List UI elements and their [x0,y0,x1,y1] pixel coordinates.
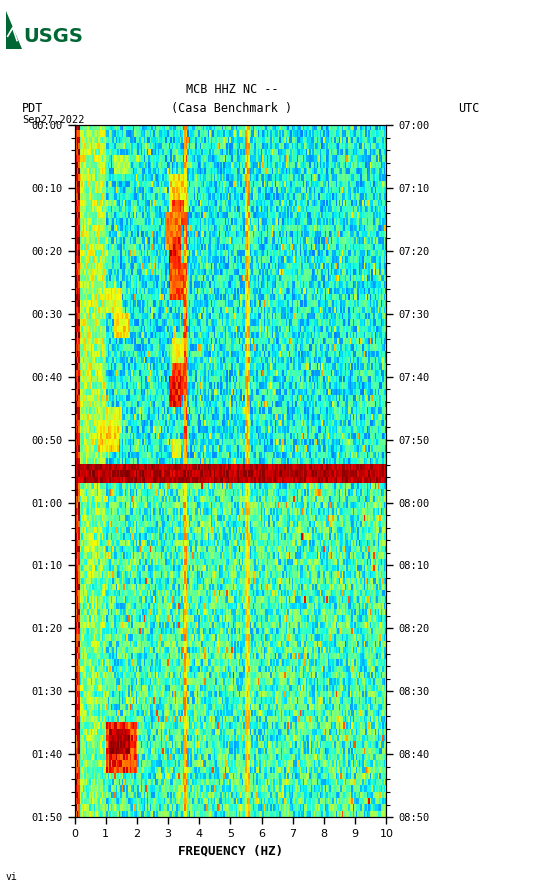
Text: Sep27,2022: Sep27,2022 [22,114,84,125]
X-axis label: FREQUENCY (HZ): FREQUENCY (HZ) [178,845,283,857]
Text: UTC: UTC [458,103,480,115]
Text: vi: vi [6,872,17,882]
Text: USGS: USGS [23,27,83,46]
Polygon shape [6,12,22,49]
Text: (Casa Benchmark ): (Casa Benchmark ) [171,103,293,115]
Text: MCB HHZ NC --: MCB HHZ NC -- [185,83,278,96]
Text: PDT: PDT [22,103,44,115]
